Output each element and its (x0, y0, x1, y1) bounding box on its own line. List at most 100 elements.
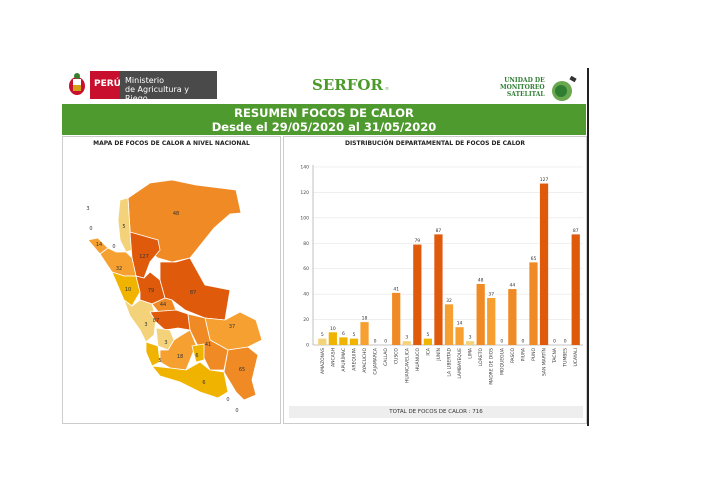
map-label-san-martin: 127 (139, 254, 149, 260)
data-label: 10 (330, 326, 336, 332)
bar (349, 338, 359, 345)
data-label: 127 (540, 177, 549, 183)
x-tick-label: AMAZONAS (320, 348, 326, 374)
map-label-apurimac: 6 (195, 353, 198, 359)
x-tick-label: LA LIBERTAD (447, 347, 453, 376)
bar (360, 322, 369, 345)
map-label-loreto: 48 (173, 211, 179, 217)
data-label: 0 (521, 339, 524, 345)
map-label-ayacucho: 18 (177, 354, 183, 360)
x-tick-label: MADRE DE DIOS (489, 348, 495, 385)
data-label: 0 (553, 339, 556, 345)
map-label-huanuco: 79 (148, 288, 154, 294)
map-region-apurimac (191, 343, 205, 363)
y-tick-label: 100 (300, 215, 309, 221)
bar (455, 327, 464, 345)
data-label: 48 (478, 277, 484, 283)
map-label-piura: 0 (89, 226, 92, 232)
bar (508, 289, 517, 345)
data-label: 3 (405, 335, 408, 341)
ministry-line2: de Agricultura y Riego (125, 85, 189, 103)
ums-line2: MONITOREO (500, 84, 545, 91)
data-label: 65 (531, 256, 537, 262)
data-label: 5 (353, 332, 356, 338)
bar (487, 297, 496, 345)
x-tick-label: APURÍMAC (340, 348, 347, 372)
map-label-lambayeque: 14 (96, 242, 102, 248)
map-label-arequipa: 6 (202, 380, 205, 386)
map-title: MAPA DE FOCOS DE CALOR A NIVEL NACIONAL (93, 140, 250, 147)
title-banner: RESUMEN FOCOS DE CALOR Desde el 29/05/20… (62, 104, 586, 135)
map-label-tumbes: 3 (86, 206, 89, 212)
data-label: 14 (457, 321, 463, 327)
serfor-logo: SERFOR ≡ (312, 76, 390, 94)
map-label-puno: 65 (239, 367, 245, 373)
window-edge (587, 68, 589, 426)
map-region-moquegua (217, 391, 237, 405)
map-label-moquegua: 0 (226, 397, 229, 403)
map-label-tacna: 0 (235, 408, 238, 414)
y-tick-label: 60 (303, 266, 309, 272)
x-tick-label: TUMBES (563, 348, 569, 368)
map-label-ucayali: 87 (190, 290, 196, 296)
map-label-huancavelica: 3 (164, 340, 167, 346)
bar (466, 341, 475, 345)
ministry-name: Ministerio de Agricultura y Riego (120, 71, 217, 103)
bar (402, 341, 411, 345)
x-tick-label: TACNA (552, 347, 558, 364)
bar (539, 183, 549, 345)
data-label: 0 (374, 339, 377, 345)
bar (328, 332, 337, 345)
x-tick-label: PUNO (531, 348, 537, 361)
x-tick-label: MOQUEGUA (499, 347, 505, 375)
ums-line1: UNIDAD DE (504, 77, 545, 84)
x-tick-label: UCAYALI (573, 348, 579, 366)
y-tick-label: 80 (303, 241, 309, 247)
x-tick-label: HUANCAVELICA (404, 347, 410, 383)
x-tick-label: SAN MARTÍN (541, 348, 548, 376)
x-tick-label: ICA (425, 347, 431, 355)
data-label: 87 (573, 228, 579, 234)
data-label: 3 (469, 335, 472, 341)
bar (339, 337, 348, 345)
ums-logo-text: UNIDAD DE MONITOREO SATELITAL (500, 77, 545, 98)
bar (444, 304, 454, 345)
map-region-tacna (225, 399, 245, 415)
x-tick-label: JUNÍN (435, 348, 442, 362)
data-label: 32 (446, 298, 452, 304)
bar (529, 262, 538, 345)
y-tick-label: 20 (303, 317, 309, 323)
bar (571, 234, 580, 345)
data-label: 0 (500, 339, 503, 345)
map-label-cusco: 41 (205, 342, 211, 348)
map-label-la-libertad: 32 (116, 266, 122, 272)
x-tick-label: ANCASH (330, 348, 336, 367)
map-label-pasco: 44 (160, 302, 166, 308)
x-tick-label: PASCO (510, 348, 516, 364)
x-tick-label: AYACUCHO (362, 348, 368, 373)
data-label: 37 (488, 291, 494, 297)
map-region-puno (223, 346, 259, 401)
data-label: 41 (393, 286, 399, 292)
map-label-ancash: 10 (125, 287, 131, 293)
data-label: 18 (362, 316, 368, 322)
map-label-cajamarca: 0 (112, 244, 115, 250)
map-region-junin (149, 309, 191, 331)
chart-title: DISTRIBUCIÓN DEPARTAMENTAL DE FOCOS DE C… (344, 140, 526, 147)
map-label-ica: 5 (158, 358, 161, 364)
ums-line3: SATELITAL (506, 91, 545, 98)
y-tick-label: 0 (306, 343, 309, 349)
data-label: 87 (436, 228, 442, 234)
x-tick-label: LORETO (478, 348, 484, 367)
ministry-line1: Ministerio (125, 76, 165, 85)
y-tick-label: 40 (303, 292, 309, 298)
x-tick-label: LAMBAYEQUE (457, 348, 463, 379)
data-label: 5 (426, 332, 429, 338)
serfor-text: SERFOR (312, 76, 383, 94)
x-tick-label: PIURA (520, 347, 526, 361)
map-label-junin: 87 (153, 318, 159, 324)
map-label-madre-de-dios: 37 (229, 324, 235, 330)
country-label: PERÚ (90, 71, 121, 99)
satellite-globe-icon (552, 76, 577, 101)
map-region-ica (145, 341, 161, 367)
